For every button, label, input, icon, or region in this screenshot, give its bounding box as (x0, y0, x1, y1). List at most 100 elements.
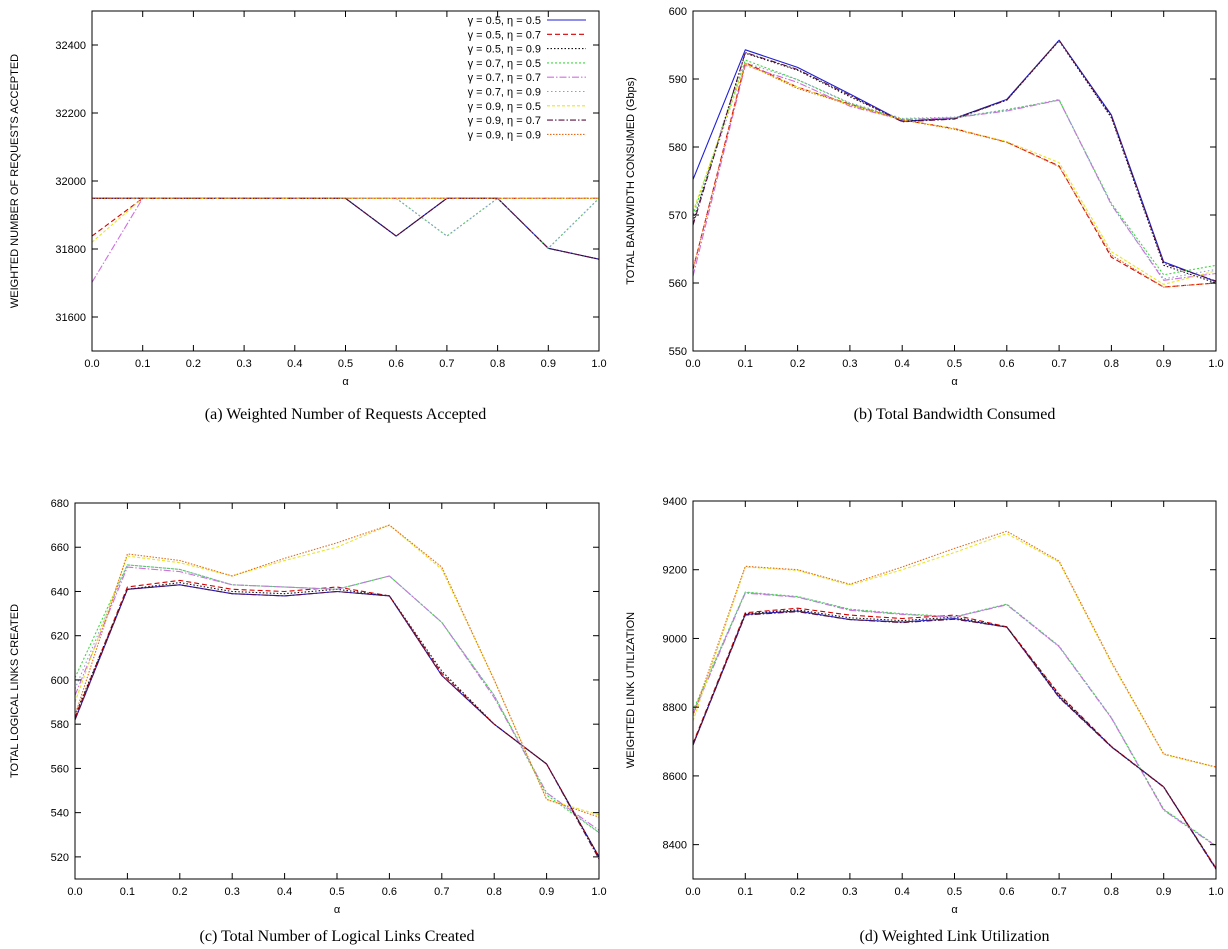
series-line-3 (75, 582, 599, 858)
x-tick-label: 0.5 (338, 358, 353, 370)
y-tick-label: 680 (51, 498, 69, 510)
legend: γ = 0.5, η = 0.5 γ = 0.5, η = 0.7 γ = 0.5,… (468, 15, 586, 141)
x-tick-label: 0.1 (135, 358, 150, 370)
x-tick-label: 0.8 (1104, 886, 1119, 898)
series-line-6 (693, 62, 1216, 280)
y-tick-label: 620 (51, 631, 69, 643)
x-tick-label: 0.6 (999, 358, 1014, 370)
x-tick-label: 0.1 (738, 886, 753, 898)
y-axis-label: WEIGHTED LINK UTILIZATION (625, 612, 637, 768)
x-tick-label: 0.4 (277, 886, 292, 898)
series-line-1 (92, 197, 599, 260)
series-line-8 (92, 197, 599, 260)
x-tick-label: 0.6 (389, 358, 404, 370)
x-tick-label: 0.3 (225, 886, 240, 898)
series-line-9 (693, 530, 1216, 768)
series-line-5 (92, 197, 599, 283)
x-axis-label: α (951, 904, 958, 916)
x-tick-label: 0.0 (84, 358, 99, 370)
y-tick-label: 31800 (55, 244, 86, 256)
x-tick-label: 0.2 (790, 358, 805, 370)
x-tick-label: 0.9 (541, 358, 556, 370)
y-tick-label: 520 (51, 852, 69, 864)
x-tick-label: 1.0 (591, 886, 606, 898)
y-tick-label: 9000 (663, 633, 687, 645)
x-tick-label: 1.0 (1208, 886, 1223, 898)
x-tick-label: 0.1 (120, 886, 135, 898)
series-line-4 (693, 591, 1216, 847)
x-tick-label: 0.2 (172, 886, 187, 898)
series-line-3 (693, 40, 1216, 284)
chart-0: 0.0 0.1 0.2 0.3 0.4 0.5 0.6 0.7 0.8 0.9 1.0 31600 31… (9, 10, 607, 423)
legend-label: γ = 0.7, η = 0.7 (468, 72, 541, 84)
y-tick-label: 9200 (663, 565, 687, 577)
x-tick-label: 0.8 (487, 886, 502, 898)
x-tick-label: 0.8 (1104, 358, 1119, 370)
legend-label: γ = 0.9, η = 0.7 (468, 115, 541, 127)
legend-label: γ = 0.9, η = 0.9 (468, 129, 541, 141)
series-group (693, 39, 1216, 288)
y-tick-label: 9400 (663, 496, 687, 508)
x-tick-label: 0.1 (738, 358, 753, 370)
y-tick-label: 600 (669, 6, 687, 18)
legend-label: γ = 0.5, η = 0.5 (468, 15, 541, 27)
y-axis-label: TOTAL LOGICAL LINKS CREATED (9, 604, 21, 778)
series-group (92, 197, 599, 283)
x-axis-label: α (342, 376, 349, 388)
x-tick-label: 0.9 (1156, 358, 1171, 370)
subfigure-caption: (c) Total Number of Logical Links Create… (200, 928, 475, 945)
x-tick-label: 0.8 (490, 358, 505, 370)
x-tick-label: 0.0 (685, 358, 700, 370)
x-tick-label: 0.3 (236, 358, 251, 370)
x-tick-label: 0.6 (382, 886, 397, 898)
x-tick-label: 0.4 (895, 358, 910, 370)
series-line-6 (75, 564, 599, 834)
x-tick-label: 0.4 (287, 358, 302, 370)
x-tick-label: 1.0 (591, 358, 606, 370)
series-line-1 (693, 610, 1216, 869)
y-tick-label: 560 (51, 763, 69, 775)
x-tick-label: 0.7 (1051, 886, 1066, 898)
series-line-2 (693, 607, 1216, 869)
y-tick-label: 550 (669, 346, 687, 358)
series-line-4 (693, 59, 1216, 276)
y-tick-label: 32200 (55, 108, 86, 120)
chart-2: 0.0 0.1 0.2 0.3 0.4 0.5 0.6 0.7 0.8 0.9 1.0 520 540 5… (9, 498, 607, 945)
series-line-7 (693, 533, 1216, 768)
y-tick-label: 8600 (663, 771, 687, 783)
y-tick-label: 590 (669, 74, 687, 86)
series-line-9 (75, 524, 599, 818)
x-tick-label: 0.7 (1051, 358, 1066, 370)
subfigure-caption: (d) Weighted Link Utilization (860, 928, 1050, 945)
x-tick-label: 0.3 (842, 358, 857, 370)
y-tick-label: 640 (51, 586, 69, 598)
plot-frame (692, 500, 1217, 880)
series-group (693, 530, 1216, 870)
x-tick-label: 0.0 (685, 886, 700, 898)
y-tick-label: 8400 (663, 840, 687, 852)
series-line-8 (693, 611, 1216, 870)
y-tick-label: 580 (51, 719, 69, 731)
x-tick-label: 0.7 (439, 358, 454, 370)
x-tick-label: 0.9 (539, 886, 554, 898)
series-line-3 (92, 197, 599, 260)
legend-label: γ = 0.9, η = 0.5 (468, 101, 541, 113)
x-tick-label: 0.7 (434, 886, 449, 898)
y-tick-label: 540 (51, 808, 69, 820)
series-line-9 (693, 62, 1216, 288)
series-line-7 (693, 63, 1216, 285)
series-line-5 (693, 592, 1216, 847)
x-tick-label: 0.5 (947, 358, 962, 370)
y-tick-label: 600 (51, 675, 69, 687)
y-tick-label: 31600 (55, 312, 86, 324)
y-tick-label: 660 (51, 542, 69, 554)
subfigure-caption: (a) Weighted Number of Requests Accepted (205, 406, 486, 423)
series-line-2 (75, 579, 599, 858)
series-line-3 (693, 609, 1216, 869)
legend-label: γ = 0.5, η = 0.9 (468, 44, 541, 56)
series-line-1 (693, 39, 1216, 283)
y-tick-label: 580 (669, 142, 687, 154)
series-line-7 (92, 197, 599, 243)
legend-label: γ = 0.5, η = 0.7 (468, 29, 541, 41)
